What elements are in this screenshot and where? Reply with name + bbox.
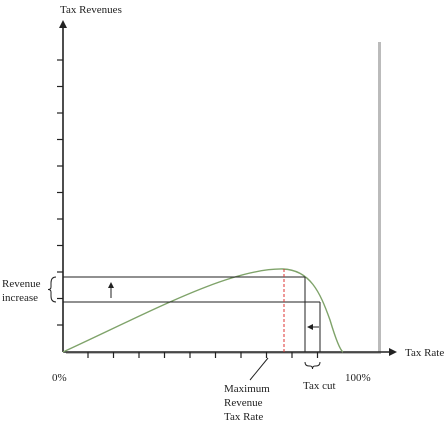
- annotation: Revenue: [224, 397, 263, 409]
- brace: [304, 361, 321, 370]
- brace: [47, 276, 57, 303]
- guide-lines: [63, 276, 321, 352]
- annotation: increase: [2, 292, 38, 304]
- annotation: Tax cut: [303, 380, 336, 392]
- x-end-label: 100%: [345, 372, 371, 384]
- x-axis-label: Tax Rate: [405, 347, 444, 359]
- annotation: Revenue: [2, 278, 41, 290]
- x-start-label: 0%: [52, 372, 67, 384]
- pointer-line: [249, 357, 269, 381]
- annotation: Maximum: [224, 383, 270, 395]
- laffer-curve: [62, 268, 344, 353]
- annotation: Tax Rate: [224, 411, 263, 423]
- y-axis-label: Tax Revenues: [60, 4, 122, 16]
- ticks: [57, 59, 319, 358]
- plot-area: [63, 38, 378, 352]
